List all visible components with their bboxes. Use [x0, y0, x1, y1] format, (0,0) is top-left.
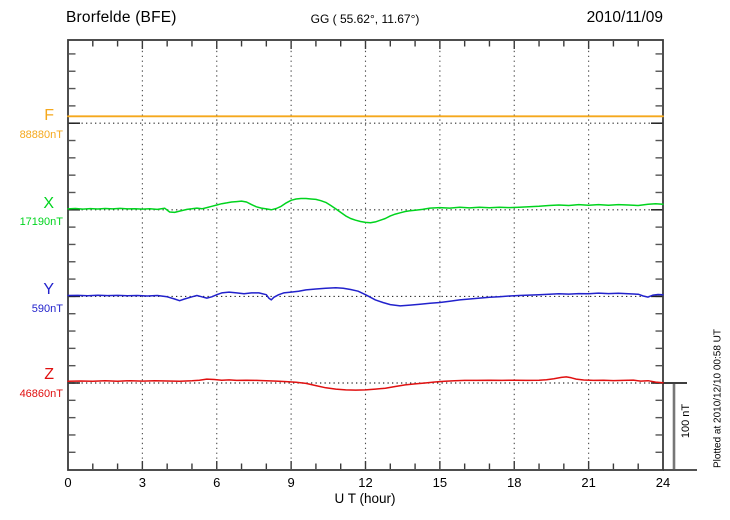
geographic-coords-label: GG ( 55.62°, 11.67°) — [310, 12, 420, 26]
series-baseline-F: 88880nT — [19, 129, 63, 141]
x-tick-label: 9 — [287, 475, 295, 490]
x-tick-label: 18 — [507, 475, 522, 490]
x-tick-label: 21 — [581, 475, 596, 490]
plotted-at-footnote: Plotted at 2010/12/10 00:58 UT — [712, 329, 724, 468]
x-tick-label: 24 — [655, 475, 671, 490]
station-title: Brorfelde (BFE) — [66, 9, 177, 26]
series-label-Y: Y — [43, 281, 54, 298]
x-tick-label: 15 — [432, 475, 448, 490]
x-tick-label: 0 — [64, 475, 72, 490]
series-label-X: X — [43, 195, 54, 212]
series-baseline-X: 17190nT — [19, 216, 63, 228]
x-tick-label: 12 — [358, 475, 373, 490]
series-label-Z: Z — [44, 366, 54, 383]
x-tick-label: 3 — [138, 475, 146, 490]
series-baseline-Z: 46860nT — [19, 388, 63, 400]
scale-bar-label: 100 nT — [680, 403, 692, 439]
series-label-F: F — [44, 107, 54, 124]
x-axis-label: U T (hour) — [334, 491, 396, 506]
plot-date: 2010/11/09 — [586, 9, 663, 26]
x-tick-label: 6 — [213, 475, 221, 490]
series-baseline-Y: 590nT — [31, 303, 63, 315]
